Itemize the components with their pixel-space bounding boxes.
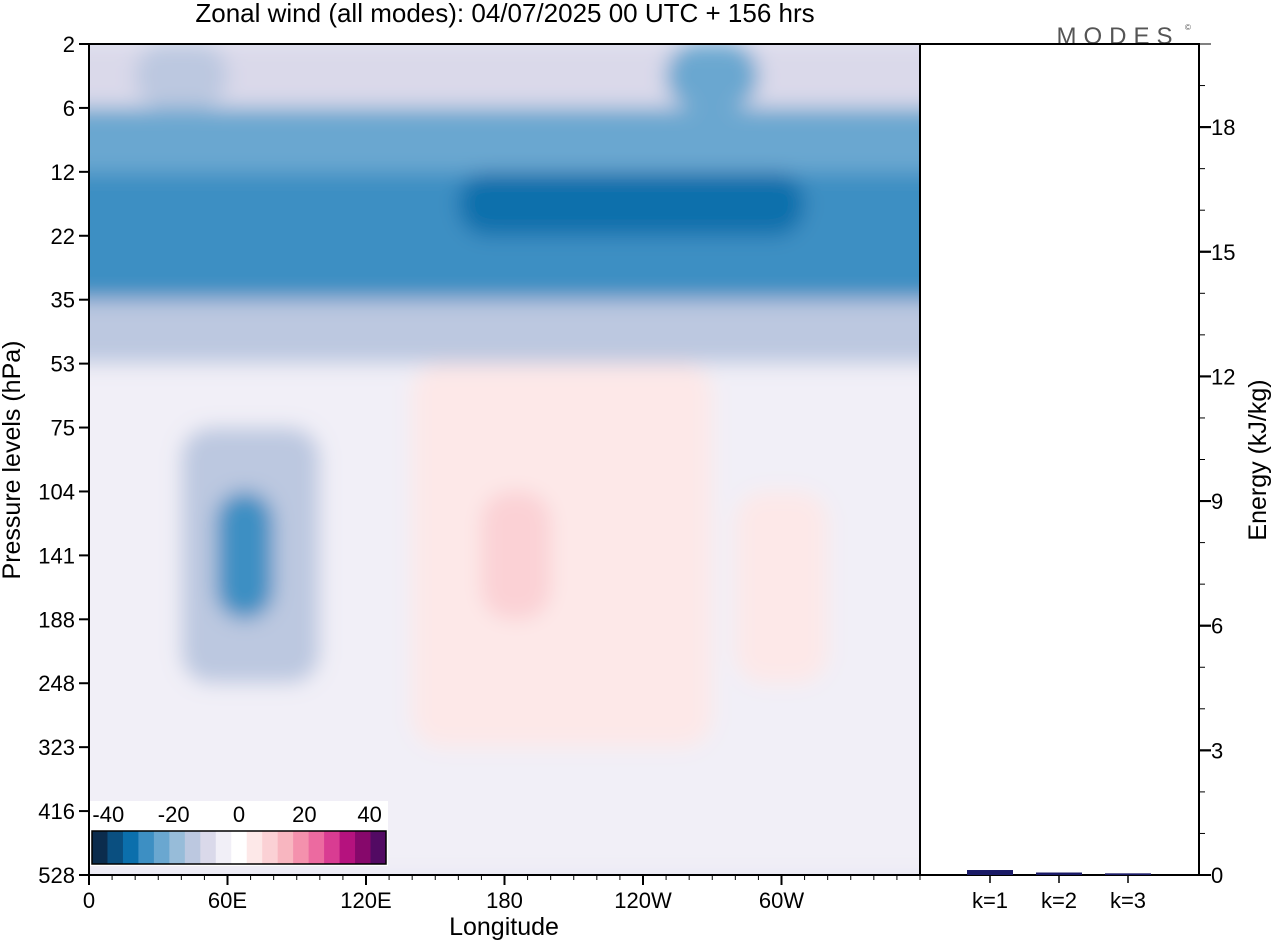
colorbar-tick-label: -40 <box>92 802 124 827</box>
pressure-tick-label: 528 <box>38 863 75 888</box>
heatmap-region <box>89 107 920 172</box>
longitude-axis: 0 60E 120E 180 120W 60W <box>83 875 921 913</box>
colorbar-swatch <box>246 831 263 864</box>
pressure-tick-label: 35 <box>51 288 75 313</box>
heatmap-region <box>481 491 551 620</box>
colorbar-swatch <box>293 831 310 864</box>
energy-axis: 0 3 6 9 12 15 18 <box>1199 43 1235 888</box>
colorbar-swatch <box>231 831 248 864</box>
colorbar-swatch <box>184 831 201 864</box>
colorbar-swatch <box>215 831 232 864</box>
heatmap-region <box>215 491 274 620</box>
pressure-tick-label: 53 <box>51 352 75 377</box>
colorbar-swatch <box>370 831 387 864</box>
heatmap-region <box>666 44 759 108</box>
pressure-tick-label: 141 <box>38 543 75 568</box>
colorbar-swatch <box>107 831 124 864</box>
colorbar-tick-label: -20 <box>158 802 190 827</box>
heatmap-region <box>735 491 828 684</box>
colorbar-tick-label: 0 <box>233 802 245 827</box>
pressure-tick-label: 248 <box>38 671 75 696</box>
longitude-tick-label: 60E <box>208 888 247 913</box>
mode-tick-label: k=2 <box>1041 888 1077 913</box>
pressure-tick-label: 6 <box>63 96 75 121</box>
pressure-tick-label: 416 <box>38 799 75 824</box>
heatmap-region <box>458 171 805 236</box>
colorbar-tick-label: 40 <box>357 802 381 827</box>
energy-tick-label: 6 <box>1211 614 1223 639</box>
mode-tick-label: k=3 <box>1110 888 1146 913</box>
energy-bar <box>1105 873 1151 875</box>
heatmap-region <box>412 363 713 748</box>
colorbar-tick-label: 20 <box>292 802 316 827</box>
energy-tick-label: 18 <box>1211 115 1235 140</box>
energy-bar-plot: 0 3 6 9 12 15 18 k=1 k=2 k=3 <box>919 43 1235 913</box>
colorbar-swatch <box>92 831 108 864</box>
energy-plot-frame <box>919 43 1200 876</box>
pressure-axis: 2 6 12 22 35 53 75 104 141 188 248 323 416 528 <box>38 32 89 888</box>
energy-tick-label: 3 <box>1211 738 1223 763</box>
colorbar-frame <box>91 830 387 865</box>
pressure-tick-label: 75 <box>51 416 75 441</box>
colorbar-swatch <box>277 831 294 864</box>
y-axis-label: Pressure levels (hPa) <box>0 341 26 580</box>
longitude-tick-label: 0 <box>83 888 95 913</box>
mode-axis: k=1 k=2 k=3 <box>972 875 1146 913</box>
heatmap-field <box>89 44 920 875</box>
energy-tick-label: 9 <box>1211 489 1223 514</box>
energy-tick-label: 0 <box>1211 863 1223 888</box>
energy-bar <box>1036 872 1082 875</box>
colorbar-swatch <box>262 831 279 864</box>
heatmap-plot <box>89 44 920 875</box>
energy-bar <box>967 870 1013 875</box>
energy-axis-label: Energy (kJ/kg) <box>1244 379 1272 540</box>
mode-tick-label: k=1 <box>972 888 1008 913</box>
heatmap-region <box>89 299 920 364</box>
pressure-tick-label: 12 <box>51 160 75 185</box>
pressure-tick-label: 323 <box>38 735 75 760</box>
pressure-tick-label: 2 <box>63 32 75 57</box>
longitude-tick-label: 180 <box>486 888 523 913</box>
colorbar-swatch <box>153 831 170 864</box>
energy-bars <box>967 870 1151 875</box>
colorbar-swatch <box>200 831 217 864</box>
pressure-tick-label: 104 <box>38 479 75 504</box>
colorbar-swatch <box>308 831 325 864</box>
colorbar-swatch <box>169 831 186 864</box>
colorbar-swatch <box>339 831 356 864</box>
colorbar: -40 -20 0 20 40 <box>90 801 388 866</box>
x-axis-label: Longitude <box>449 913 559 941</box>
colorbar-swatch <box>138 831 155 864</box>
pressure-tick-label: 188 <box>38 607 75 632</box>
longitude-tick-label: 120E <box>340 888 391 913</box>
colorbar-swatch <box>122 831 139 864</box>
pressure-tick-label: 22 <box>51 224 75 249</box>
energy-tick-label: 15 <box>1211 240 1235 265</box>
heatmap-region <box>135 44 228 108</box>
colorbar-swatch <box>324 831 341 864</box>
chart-title: Zonal wind (all modes): 04/07/2025 00 UT… <box>195 0 814 28</box>
colorbar-swatch <box>355 831 372 864</box>
longitude-tick-label: 60W <box>759 888 804 913</box>
longitude-tick-label: 120W <box>614 888 672 913</box>
copyright-mark: © <box>1185 23 1191 32</box>
energy-tick-label: 12 <box>1211 364 1235 389</box>
